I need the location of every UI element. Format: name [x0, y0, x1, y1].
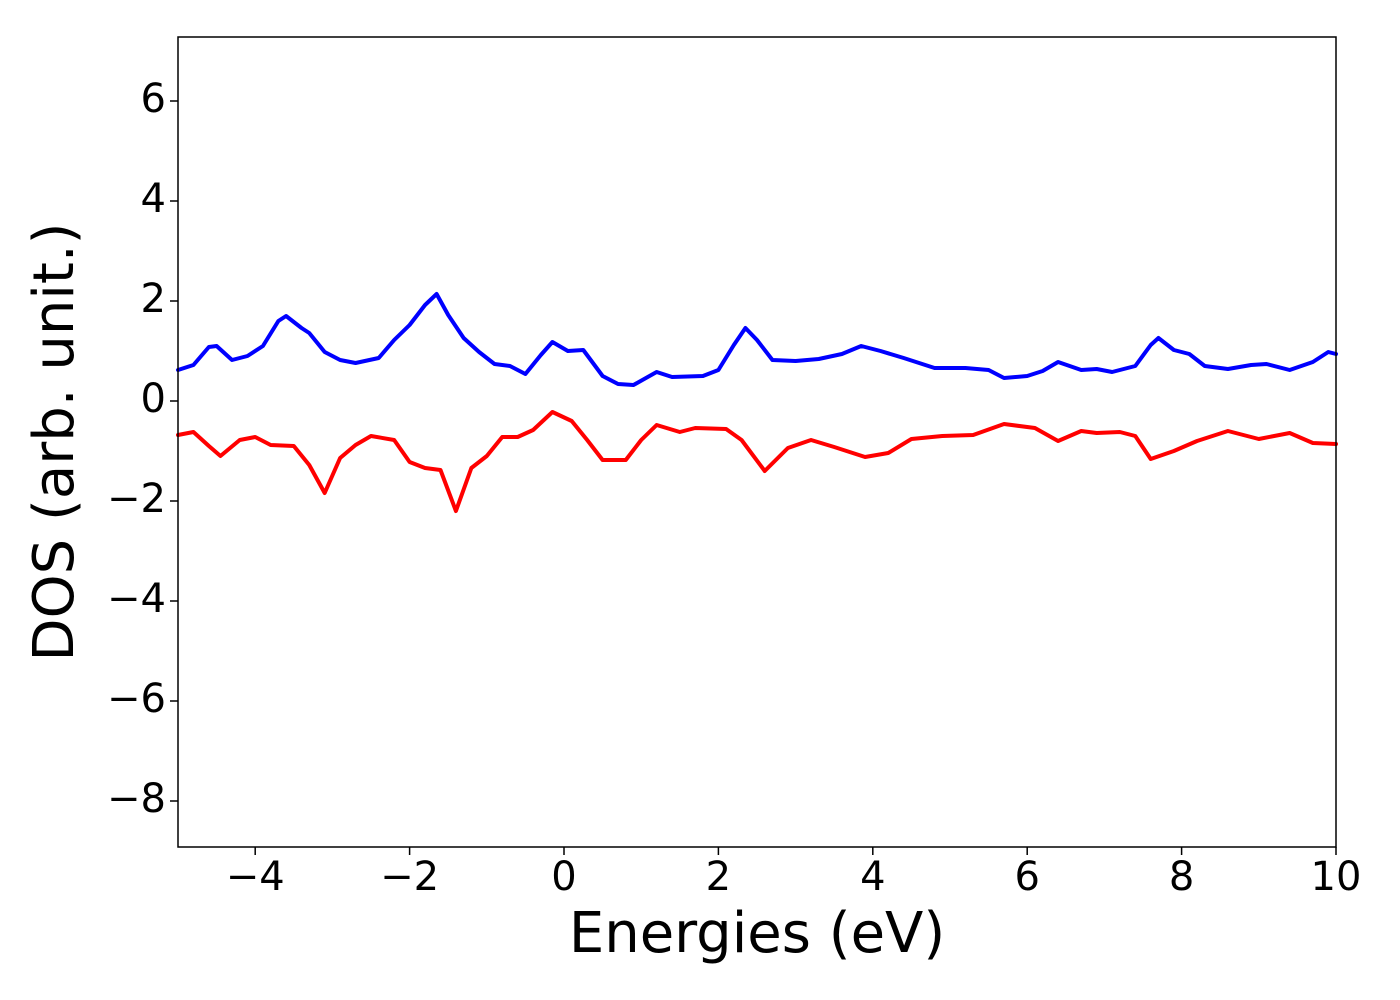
x-tick-label: 6 — [1014, 854, 1039, 900]
x-tick-label: 4 — [860, 854, 885, 900]
y-tick-label: −8 — [107, 776, 166, 822]
y-tick-label: 6 — [141, 76, 166, 122]
x-tick-label: 2 — [706, 854, 731, 900]
y-tick-label: 2 — [141, 276, 166, 322]
x-axis-label: Energies (eV) — [569, 901, 945, 966]
y-tick-label: 0 — [141, 376, 166, 422]
y-axis-label: DOS (arb. unit.) — [22, 222, 87, 661]
y-tick-label: −4 — [107, 576, 166, 622]
x-tick-label: 0 — [551, 854, 576, 900]
y-tick-label: −6 — [107, 676, 166, 722]
x-tick-label: 10 — [1311, 854, 1362, 900]
plot-frame — [177, 36, 1337, 848]
x-tick-label: −4 — [226, 854, 285, 900]
y-tick-label: −2 — [107, 476, 166, 522]
y-tick-label: 4 — [141, 176, 166, 222]
line — [176, 410, 1338, 513]
x-tick-label: 8 — [1169, 854, 1194, 900]
x-tick-label: −2 — [380, 854, 439, 900]
line — [176, 292, 1338, 387]
